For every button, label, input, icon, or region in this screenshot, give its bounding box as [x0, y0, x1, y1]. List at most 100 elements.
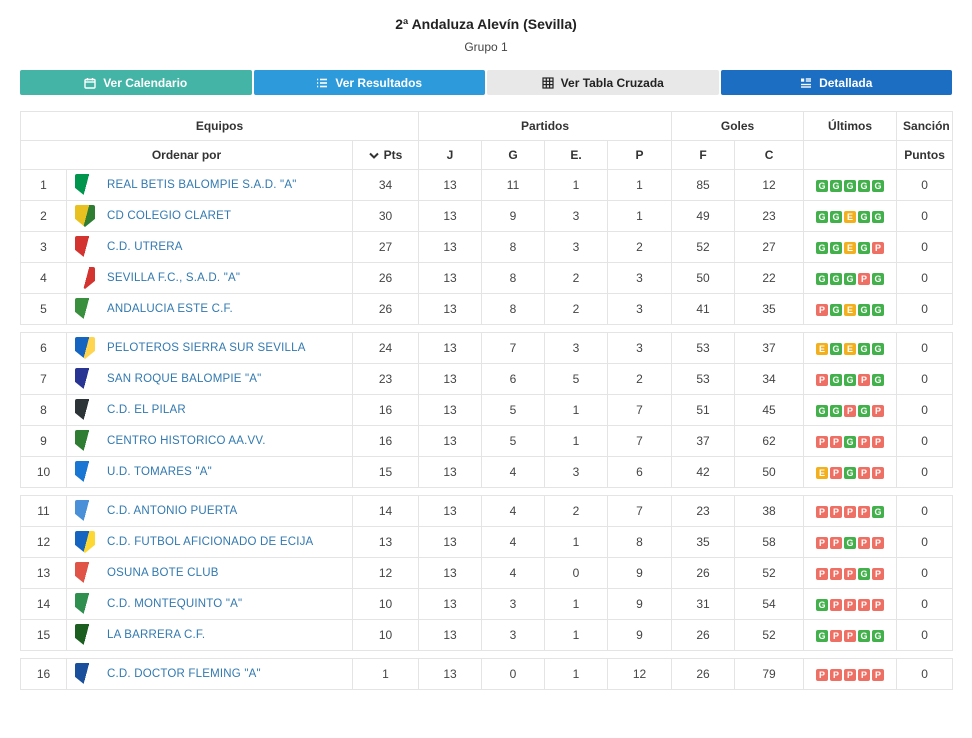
table-row: 11 C.D. ANTONIO PUERTA 14 13 4 2 7 23 38… — [20, 495, 954, 527]
result-badge-g: G — [830, 273, 843, 285]
header-equipos: Equipos — [19, 111, 420, 141]
result-badge-p: P — [872, 669, 885, 681]
ver-tabla-cruzada-button[interactable]: Ver Tabla Cruzada — [487, 70, 719, 95]
played: 13 — [418, 293, 483, 325]
result-badge-p: P — [830, 630, 843, 642]
result-badge-e: E — [844, 343, 857, 355]
club-crest-icon[interactable] — [75, 430, 95, 452]
points: 34 — [351, 169, 420, 201]
position: 15 — [20, 619, 67, 651]
position: 10 — [20, 456, 67, 488]
team-link[interactable]: C.D. DOCTOR FLEMING "A" — [107, 668, 261, 680]
team-link[interactable]: C.D. ANTONIO PUERTA — [107, 505, 238, 517]
result-badge-p: P — [872, 467, 885, 479]
result-badge-e: E — [816, 467, 829, 479]
detallada-button[interactable]: Detallada — [720, 70, 952, 95]
ver-resultados-button[interactable]: Ver Resultados — [253, 70, 485, 95]
result-badge-g: G — [844, 436, 857, 448]
result-badge-p: P — [816, 374, 829, 386]
team-link[interactable]: SAN ROQUE BALOMPIE "A" — [107, 373, 262, 385]
club-crest-icon[interactable] — [75, 624, 95, 646]
position: 4 — [20, 262, 67, 294]
result-badge-p: P — [844, 405, 857, 417]
club-crest-icon[interactable] — [75, 399, 95, 421]
team-link[interactable]: SEVILLA F.C., S.A.D. "A" — [107, 272, 241, 284]
points: 13 — [351, 526, 420, 558]
position: 6 — [20, 332, 67, 364]
team-link[interactable]: C.D. UTRERA — [107, 241, 183, 253]
result-badge-p: P — [830, 669, 843, 681]
goals-against: 37 — [734, 332, 805, 364]
points: 14 — [351, 495, 420, 527]
team-link[interactable]: LA BARRERA C.F. — [107, 629, 206, 641]
result-badge-p: P — [872, 568, 885, 580]
club-crest-icon[interactable] — [75, 531, 95, 553]
result-badge-g: G — [872, 343, 885, 355]
losses: 9 — [607, 619, 673, 651]
club-crest-icon[interactable] — [75, 368, 95, 390]
team-link[interactable]: C.D. MONTEQUINTO "A" — [107, 598, 243, 610]
club-crest-icon[interactable] — [75, 236, 95, 258]
position: 11 — [20, 495, 67, 527]
table-row: 6 PELOTEROS SIERRA SUR SEVILLA 24 13 7 3… — [20, 332, 954, 364]
result-badge-g: G — [816, 599, 829, 611]
sanction-points: 0 — [896, 526, 954, 558]
result-badge-g: G — [830, 343, 843, 355]
team-link[interactable]: PELOTEROS SIERRA SUR SEVILLA — [107, 342, 306, 354]
result-badge-g: G — [858, 343, 871, 355]
ver-calendario-label: Ver Calendario — [103, 75, 188, 90]
position: 3 — [20, 231, 67, 263]
played: 13 — [418, 588, 483, 620]
club-crest-icon[interactable] — [75, 562, 95, 584]
club-crest-icon[interactable] — [75, 461, 95, 483]
draws: 1 — [544, 619, 609, 651]
goals-against: 45 — [734, 394, 805, 426]
result-badge-g: G — [872, 630, 885, 642]
club-crest-icon[interactable] — [75, 205, 95, 227]
group-subtitle: Grupo 1 — [464, 40, 508, 54]
points: 10 — [351, 588, 420, 620]
result-badge-g: G — [844, 273, 857, 285]
header-played: J — [418, 140, 483, 170]
team-link[interactable]: OSUNA BOTE CLUB — [107, 567, 219, 579]
club-crest-icon[interactable] — [75, 337, 95, 359]
club-crest-icon[interactable] — [75, 593, 95, 615]
losses: 9 — [607, 588, 673, 620]
played: 13 — [418, 557, 483, 589]
wins: 6 — [481, 363, 546, 395]
goals-against: 22 — [734, 262, 805, 294]
draws: 5 — [544, 363, 609, 395]
sort-pts-dropdown[interactable]: Pts — [351, 140, 420, 170]
standings-table: Equipos Partidos Goles Últimos Sanción O… — [19, 111, 954, 690]
team-link[interactable]: CD COLEGIO CLARET — [107, 210, 232, 222]
club-crest-icon[interactable] — [75, 663, 95, 685]
goals-against: 50 — [734, 456, 805, 488]
team-link[interactable]: CENTRO HISTORICO AA.VV. — [107, 435, 266, 447]
detail-icon — [801, 77, 812, 88]
result-badge-p: P — [872, 436, 885, 448]
team-link[interactable]: C.D. FUTBOL AFICIONADO DE ECIJA — [107, 536, 314, 548]
club-crest-icon[interactable] — [75, 267, 95, 289]
team-link[interactable]: ANDALUCIA ESTE C.F. — [107, 303, 233, 315]
losses: 2 — [607, 363, 673, 395]
losses: 1 — [607, 169, 673, 201]
team-link[interactable]: U.D. TOMARES "A" — [107, 466, 212, 478]
position: 12 — [20, 526, 67, 558]
club-crest-icon[interactable] — [75, 500, 95, 522]
sanction-points: 0 — [896, 394, 954, 426]
draws: 1 — [544, 394, 609, 426]
result-badge-p: P — [830, 506, 843, 518]
ver-calendario-button[interactable]: Ver Calendario — [20, 70, 252, 95]
team-link[interactable]: C.D. EL PILAR — [107, 404, 186, 416]
goals-against: 52 — [734, 557, 805, 589]
club-crest-icon[interactable] — [75, 174, 95, 196]
team-link[interactable]: REAL BETIS BALOMPIE S.A.D. "A" — [107, 179, 297, 191]
result-badge-g: G — [844, 467, 857, 479]
view-toolbar: Ver Calendario Ver Resultados Ver Tabla … — [20, 70, 952, 95]
wins: 8 — [481, 262, 546, 294]
club-crest-icon[interactable] — [75, 298, 95, 320]
result-badge-p: P — [858, 537, 871, 549]
